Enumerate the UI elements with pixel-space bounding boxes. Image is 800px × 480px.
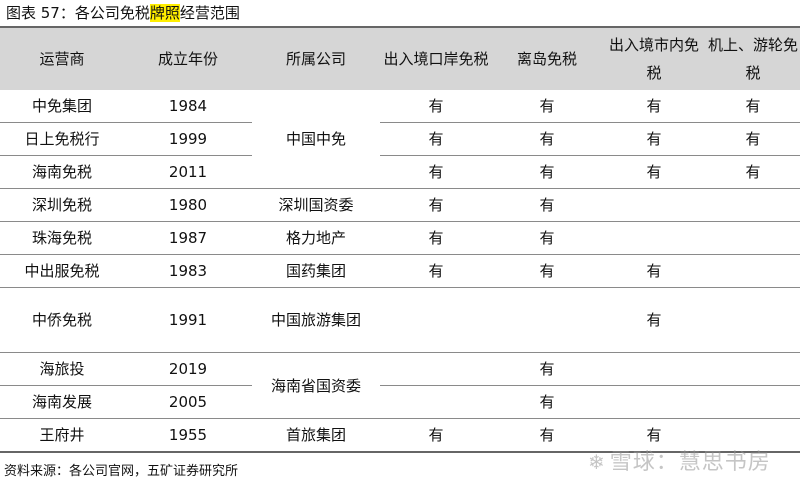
cell-port: 有 — [380, 155, 492, 189]
table-row: 中侨免税 1991 中国旅游集团 有 — [0, 287, 800, 353]
source-note: 资料来源：各公司官网，五矿证券研究所 — [4, 464, 239, 479]
cell-air-ship — [706, 254, 800, 288]
header-parent-company: 所属公司 — [252, 26, 380, 90]
cell-city — [602, 221, 706, 255]
header-island-duty-free: 离岛免税 — [492, 26, 602, 90]
cell-island: 有 — [492, 90, 602, 123]
table-row: 深圳免税 1980 深圳国资委 有 有 — [0, 188, 800, 222]
cell-air-ship — [706, 221, 800, 255]
cell-island: 有 — [492, 155, 602, 189]
cell-year: 1955 — [124, 418, 252, 453]
cell-port — [380, 385, 492, 419]
caption-prefix: 图表 57：各公司免税 — [6, 4, 150, 22]
cell-parent-company: 格力地产 — [252, 221, 380, 255]
cell-air-ship — [706, 418, 800, 453]
cell-air-ship: 有 — [706, 155, 800, 189]
cell-operator: 中侨免税 — [0, 287, 124, 353]
cell-year: 1983 — [124, 254, 252, 288]
header-founded-year: 成立年份 — [124, 26, 252, 90]
cell-operator: 珠海免税 — [0, 221, 124, 255]
cell-year: 2019 — [124, 352, 252, 386]
cell-air-ship — [706, 385, 800, 419]
header-row: 运营商 成立年份 所属公司 出入境口岸免税 离岛免税 出入境市内免税 机上、游轮… — [0, 26, 800, 90]
cell-island: 有 — [492, 188, 602, 222]
caption-suffix: 经营范围 — [179, 4, 240, 22]
cell-port: 有 — [380, 254, 492, 288]
cell-city — [602, 188, 706, 222]
table-row: 中出服免税 1983 国药集团 有 有 有 — [0, 254, 800, 288]
header-air-ship-duty-free: 机上、游轮免税 — [706, 26, 800, 90]
cell-parent-company: 中国旅游集团 — [252, 287, 380, 353]
cell-year: 1991 — [124, 287, 252, 353]
cell-city — [602, 352, 706, 386]
cell-port: 有 — [380, 221, 492, 255]
cell-port — [380, 287, 492, 353]
table-row: 珠海免税 1987 格力地产 有 有 — [0, 221, 800, 255]
cell-city: 有 — [602, 254, 706, 288]
cell-port: 有 — [380, 418, 492, 453]
table-row: 王府井 1955 首旅集团 有 有 有 — [0, 418, 800, 453]
cell-year: 2005 — [124, 385, 252, 419]
cell-operator: 中免集团 — [0, 90, 124, 123]
snowball-logo-icon: ❄ — [588, 450, 606, 474]
cell-city: 有 — [602, 122, 706, 156]
cell-year: 1987 — [124, 221, 252, 255]
cell-island: 有 — [492, 385, 602, 419]
cell-operator: 深圳免税 — [0, 188, 124, 222]
cell-city: 有 — [602, 90, 706, 123]
cell-city — [602, 385, 706, 419]
cell-operator: 王府井 — [0, 418, 124, 453]
cell-island: 有 — [492, 352, 602, 386]
cell-island — [492, 287, 602, 353]
cell-year: 2011 — [124, 155, 252, 189]
watermark-text: 雪球：慧思书房 — [609, 450, 771, 475]
cell-parent-company: 中国中免 — [252, 90, 380, 189]
cell-island: 有 — [492, 418, 602, 453]
table-row: 日上免税行 1999 有 有 有 有 — [0, 122, 800, 156]
cell-port — [380, 352, 492, 386]
cell-operator: 海南免税 — [0, 155, 124, 189]
cell-island: 有 — [492, 221, 602, 255]
figure-caption: 图表 57：各公司免税牌照经营范围 — [6, 2, 240, 24]
table-row: 海南发展 2005 有 — [0, 385, 800, 419]
cell-year: 1984 — [124, 90, 252, 123]
table-row: 中免集团 1984 中国中免 有 有 有 有 — [0, 90, 800, 189]
cell-parent-company: 深圳国资委 — [252, 188, 380, 222]
cell-island: 有 — [492, 254, 602, 288]
cell-air-ship — [706, 287, 800, 353]
cell-air-ship: 有 — [706, 90, 800, 123]
cell-year: 1980 — [124, 188, 252, 222]
cell-parent-company: 国药集团 — [252, 254, 380, 288]
cell-year: 1999 — [124, 122, 252, 156]
cell-air-ship: 有 — [706, 122, 800, 156]
table-row: 海旅投 2019 海南省国资委 有 — [0, 352, 800, 419]
duty-free-license-table: 运营商 成立年份 所属公司 出入境口岸免税 离岛免税 出入境市内免税 机上、游轮… — [0, 26, 800, 453]
cell-operator: 中出服免税 — [0, 254, 124, 288]
watermark: ❄ 雪球：慧思书房 — [588, 444, 771, 476]
cell-air-ship — [706, 352, 800, 386]
cell-city: 有 — [602, 155, 706, 189]
caption-highlight: 牌照 — [149, 4, 180, 22]
cell-city: 有 — [602, 287, 706, 353]
cell-island: 有 — [492, 122, 602, 156]
header-port-duty-free: 出入境口岸免税 — [380, 26, 492, 90]
cell-air-ship — [706, 188, 800, 222]
table-row: 海南免税 2011 有 有 有 有 — [0, 155, 800, 189]
cell-operator: 海南发展 — [0, 385, 124, 419]
cell-port: 有 — [380, 188, 492, 222]
cell-port: 有 — [380, 122, 492, 156]
cell-operator: 日上免税行 — [0, 122, 124, 156]
header-city-duty-free: 出入境市内免税 — [602, 26, 706, 90]
cell-parent-company: 首旅集团 — [252, 418, 380, 453]
cell-port: 有 — [380, 90, 492, 123]
cell-city: 有 — [602, 418, 706, 453]
cell-parent-company: 海南省国资委 — [252, 352, 380, 419]
cell-operator: 海旅投 — [0, 352, 124, 386]
header-operator: 运营商 — [0, 26, 124, 90]
